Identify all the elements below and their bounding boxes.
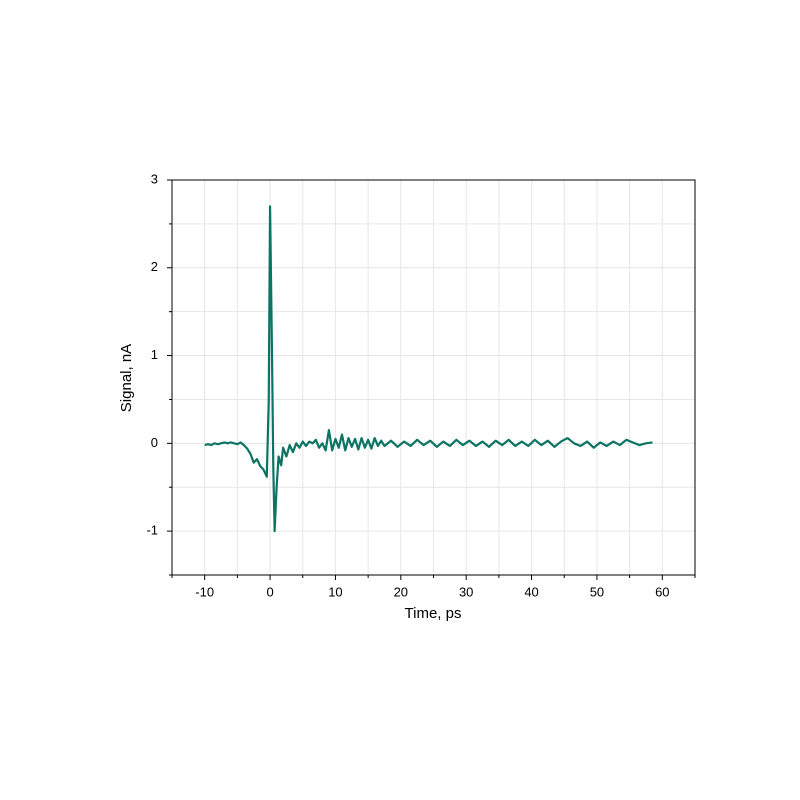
x-tick-label: 10 [328, 584, 342, 599]
x-tick-label: 0 [266, 584, 273, 599]
y-tick-label: 1 [151, 347, 158, 362]
x-axis-title: Time, ps [405, 605, 462, 622]
x-tick-label: 60 [655, 584, 669, 599]
x-tick-label: -10 [195, 584, 214, 599]
y-tick-label: 3 [151, 171, 158, 186]
y-axis-title: Signal, nA [118, 344, 135, 412]
x-tick-label: 50 [590, 584, 604, 599]
y-tick-label: 0 [151, 435, 158, 450]
y-tick-label: -1 [146, 523, 158, 538]
x-tick-label: 30 [459, 584, 473, 599]
x-tick-label: 20 [394, 584, 408, 599]
y-tick-label: 2 [151, 259, 158, 274]
x-tick-label: 40 [524, 584, 538, 599]
data-line [204, 205, 653, 533]
